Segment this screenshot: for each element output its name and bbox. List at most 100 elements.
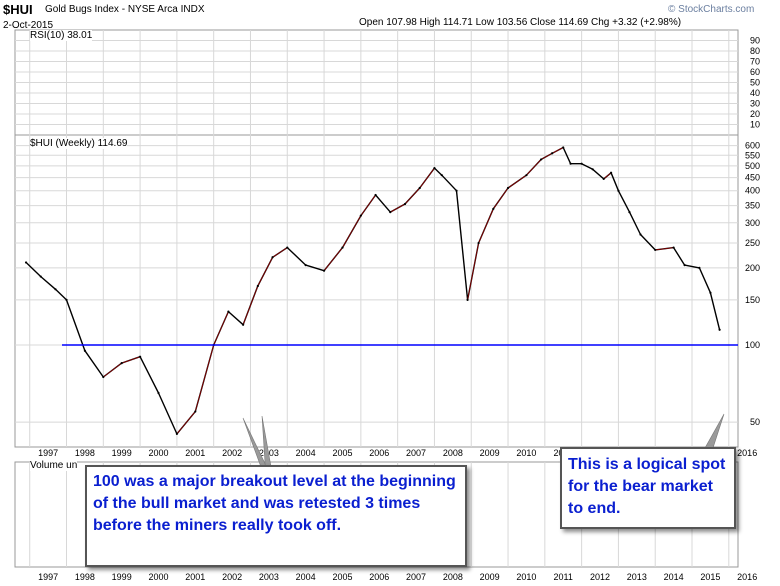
price-point xyxy=(322,269,326,272)
x-tick-label: 1997 xyxy=(38,572,58,582)
price-point xyxy=(672,246,675,249)
price-point xyxy=(341,246,344,249)
rsi-panel-label: RSI(10) 38.01 xyxy=(30,30,93,41)
price-point xyxy=(271,256,274,259)
y-tick-label: 200 xyxy=(745,263,760,273)
y-tick-label: 350 xyxy=(745,201,760,211)
x-tick-label: 2007 xyxy=(406,572,426,582)
price-up-segment xyxy=(213,311,229,346)
rsi-tick-label: 50 xyxy=(750,78,760,88)
price-point xyxy=(194,410,197,413)
price-point xyxy=(24,261,28,264)
x-tick-label: 2014 xyxy=(664,572,684,582)
y-tick-label: 300 xyxy=(745,218,760,228)
price-point xyxy=(54,288,57,291)
rsi-tick-label: 80 xyxy=(750,46,760,56)
x-tick-label: 1998 xyxy=(75,572,95,582)
price-up-segment xyxy=(360,194,376,216)
price-point xyxy=(506,186,510,190)
price-point xyxy=(83,349,87,352)
x-tick-label: 2008 xyxy=(443,572,463,582)
price-point xyxy=(683,264,686,267)
price-point xyxy=(304,264,307,267)
price-up-segment xyxy=(257,257,273,287)
rsi-tick-label: 20 xyxy=(750,109,760,119)
price-point xyxy=(639,233,642,236)
price-point xyxy=(617,189,620,192)
chart-symbol: $HUI xyxy=(3,2,33,17)
y-tick-label: 100 xyxy=(745,340,760,350)
price-point xyxy=(569,162,572,165)
price-up-segment xyxy=(467,242,479,300)
x-tick-label: 2016 xyxy=(737,572,757,582)
price-point xyxy=(39,275,42,278)
x-tick-label: 2004 xyxy=(296,448,316,458)
x-tick-label: 2001 xyxy=(185,572,205,582)
y-tick-label: 450 xyxy=(745,173,760,183)
x-tick-label: 2009 xyxy=(480,448,500,458)
price-up-segment xyxy=(103,362,122,378)
x-tick-label: 2009 xyxy=(480,572,500,582)
y-tick-label: 50 xyxy=(750,417,760,427)
x-tick-label: 1997 xyxy=(38,448,58,458)
price-point xyxy=(120,362,123,365)
x-tick-label: 2003 xyxy=(259,572,279,582)
price-point xyxy=(256,284,259,288)
price-point xyxy=(455,189,458,192)
stockcharts-watermark: © StockCharts.com xyxy=(668,4,755,15)
price-point xyxy=(433,167,436,170)
price-point xyxy=(540,158,543,161)
price-point xyxy=(65,298,68,301)
rsi-tick-label: 10 xyxy=(750,120,760,130)
x-tick-label: 2006 xyxy=(369,572,389,582)
price-point xyxy=(389,211,392,214)
price-up-segment xyxy=(323,247,343,271)
price-point xyxy=(466,298,469,301)
x-tick-label: 2016 xyxy=(737,448,757,458)
x-tick-label: 2000 xyxy=(148,448,168,458)
price-point xyxy=(551,152,554,155)
price-point xyxy=(403,202,407,206)
price-panel-label: $HUI (Weekly) 114.69 xyxy=(30,138,128,149)
price-point xyxy=(418,186,421,190)
chart-index-name: Gold Bugs Index - NYSE Arca INDX xyxy=(45,4,205,15)
price-up-segment xyxy=(194,344,215,412)
price-up-segment xyxy=(272,247,288,258)
price-point xyxy=(286,246,289,249)
price-panel xyxy=(14,134,739,448)
price-point xyxy=(709,291,712,294)
x-tick-label: 2007 xyxy=(406,448,426,458)
x-tick-label: 1999 xyxy=(112,448,132,458)
price-up-segment xyxy=(242,285,259,325)
price-point xyxy=(525,174,528,177)
x-tick-label: 2012 xyxy=(590,572,610,582)
price-up-segment xyxy=(540,152,553,160)
price-point xyxy=(628,211,631,214)
price-up-segment xyxy=(342,215,362,248)
x-tick-label: 2010 xyxy=(516,572,536,582)
price-point xyxy=(175,432,178,435)
price-point xyxy=(718,328,721,331)
price-point xyxy=(157,391,160,395)
chart-date: 2-Oct-2015 xyxy=(3,20,54,31)
price-up-segment xyxy=(419,167,435,189)
rsi-tick-label: 90 xyxy=(750,36,760,46)
x-tick-label: 2002 xyxy=(222,572,242,582)
price-point xyxy=(227,310,230,313)
x-tick-label: 2002 xyxy=(222,448,242,458)
x-tick-label: 2004 xyxy=(296,572,316,582)
price-point xyxy=(609,171,613,174)
price-up-segment xyxy=(404,187,421,205)
x-tick-label: 2003 xyxy=(259,448,279,458)
price-up-segment xyxy=(176,411,196,435)
x-tick-label: 2010 xyxy=(516,448,536,458)
x-tick-label: 1998 xyxy=(75,448,95,458)
x-tick-label: 2008 xyxy=(443,448,463,458)
x-tick-label: 2005 xyxy=(332,448,352,458)
x-tick-label: 2011 xyxy=(554,572,573,582)
x-tick-label: 2005 xyxy=(332,572,352,582)
price-up-segment xyxy=(655,247,674,251)
y-tick-label: 500 xyxy=(745,161,760,171)
price-point xyxy=(580,162,583,165)
price-up-segment xyxy=(390,203,406,213)
